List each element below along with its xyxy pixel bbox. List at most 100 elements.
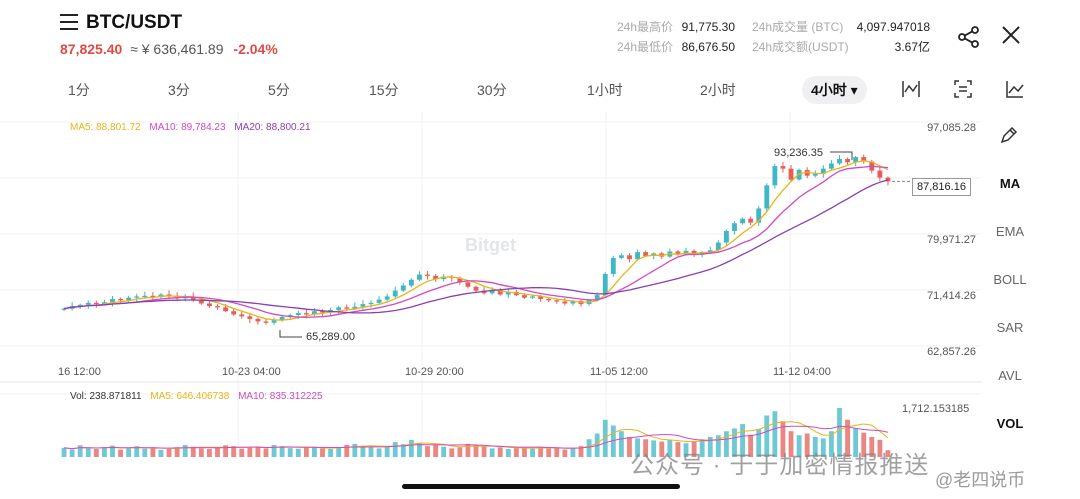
candle-body bbox=[489, 290, 495, 294]
price-change: -2.04% bbox=[233, 41, 278, 57]
low-value: 86,676.50 bbox=[681, 40, 735, 54]
indicator-chart-icon[interactable] bbox=[1004, 78, 1026, 100]
candle-body bbox=[303, 313, 309, 315]
volume-bar bbox=[166, 448, 172, 457]
volume-bar bbox=[707, 436, 713, 457]
candle-body bbox=[320, 311, 325, 313]
candlestick-chart[interactable] bbox=[0, 112, 982, 462]
candle-body bbox=[433, 275, 439, 280]
indicator-avl[interactable]: AVL bbox=[998, 368, 1022, 383]
volume-bar bbox=[578, 446, 584, 457]
volume-bar bbox=[255, 446, 261, 457]
candle-body bbox=[538, 296, 544, 299]
volume-bar bbox=[93, 448, 99, 457]
volume-bar bbox=[303, 447, 309, 457]
drawing-tool-icon[interactable] bbox=[998, 124, 1020, 146]
candle-body bbox=[376, 299, 382, 303]
candle-body bbox=[198, 299, 204, 304]
volume-bar bbox=[352, 443, 358, 457]
x-label-5: 11-12 04:00 bbox=[773, 366, 831, 378]
volume-bar bbox=[772, 411, 778, 457]
line-chart-toggle-icon[interactable] bbox=[900, 78, 922, 100]
volume-bar bbox=[231, 446, 237, 457]
tab-1m[interactable]: 1分 bbox=[68, 82, 90, 98]
candle-body bbox=[505, 291, 511, 295]
volume-bar bbox=[295, 448, 301, 457]
share-icon[interactable] bbox=[956, 24, 982, 50]
volume-bar bbox=[207, 448, 212, 457]
menu-icon[interactable] bbox=[60, 14, 78, 32]
volume-bar bbox=[675, 442, 681, 457]
volume-bar bbox=[691, 440, 697, 457]
pair-title[interactable]: BTC/USDT bbox=[86, 12, 183, 33]
tab-4h[interactable]: 4小时 ▾ bbox=[802, 76, 867, 104]
indicator-ma[interactable]: MA bbox=[999, 176, 1021, 191]
volume-bar bbox=[667, 439, 673, 457]
volume-bar bbox=[102, 446, 107, 457]
candle-body bbox=[594, 295, 600, 301]
tab-15m[interactable]: 15分 bbox=[369, 82, 399, 98]
candle-body bbox=[465, 282, 471, 287]
high-annotation: 93,236.35 bbox=[774, 147, 823, 159]
fullscreen-icon[interactable] bbox=[952, 78, 974, 100]
candle-body bbox=[812, 173, 818, 176]
candle-body bbox=[691, 250, 697, 255]
tab-2h[interactable]: 2小时 bbox=[700, 82, 736, 98]
ma5-legend: MA5: 88,801.72 bbox=[70, 122, 141, 133]
volume-bar bbox=[780, 421, 786, 457]
candle-body bbox=[618, 255, 624, 258]
candle-body bbox=[344, 307, 350, 309]
volume-bar bbox=[522, 447, 527, 457]
candle-body bbox=[207, 303, 212, 307]
candle-body bbox=[643, 252, 649, 256]
indicator-ema[interactable]: EMA bbox=[995, 224, 1025, 239]
candle-body bbox=[780, 166, 786, 169]
volume-bar bbox=[643, 439, 649, 457]
candle-body bbox=[352, 306, 358, 309]
candle-body bbox=[748, 218, 754, 223]
candle-body bbox=[820, 168, 826, 174]
volume-bar bbox=[433, 444, 439, 457]
volume-bar bbox=[344, 444, 350, 457]
candle-body bbox=[166, 294, 172, 296]
candle-body bbox=[885, 177, 891, 182]
candle-body bbox=[627, 255, 632, 260]
volume-bar bbox=[287, 448, 293, 457]
volume-bar bbox=[384, 446, 390, 457]
last-price: 87,825.40 bbox=[60, 41, 123, 57]
tab-5m[interactable]: 5分 bbox=[268, 82, 290, 98]
volume-bar bbox=[457, 447, 463, 457]
candle-body bbox=[255, 318, 261, 322]
candle-body bbox=[837, 159, 842, 164]
volume-bar bbox=[425, 446, 430, 457]
indicator-vol[interactable]: VOL bbox=[996, 416, 1024, 431]
candle-body bbox=[279, 316, 285, 321]
candle-body bbox=[828, 163, 834, 169]
volume-bar bbox=[198, 448, 204, 457]
candle-body bbox=[134, 296, 140, 298]
candle-body bbox=[554, 300, 560, 302]
vol-value: Vol: 238.871811 bbox=[70, 391, 142, 402]
vol-ma10: MA10: 835.312225 bbox=[238, 391, 323, 402]
high-value: 91,775.30 bbox=[681, 20, 735, 34]
candle-body bbox=[457, 277, 463, 283]
volume-bar bbox=[497, 447, 503, 457]
tab-1h[interactable]: 1小时 bbox=[587, 82, 623, 98]
indicator-boll[interactable]: BOLL bbox=[993, 272, 1027, 287]
indicator-sar[interactable]: SAR bbox=[996, 320, 1024, 335]
high-label: 24h最高价 bbox=[617, 20, 674, 34]
volume-bar bbox=[869, 436, 875, 457]
tab-3m[interactable]: 3分 bbox=[168, 82, 190, 98]
home-indicator[interactable] bbox=[402, 484, 680, 489]
tab-30m[interactable]: 30分 bbox=[477, 82, 507, 98]
candle-body bbox=[110, 299, 115, 303]
candle-body bbox=[77, 304, 83, 307]
candle-body bbox=[247, 316, 253, 319]
candle-body bbox=[263, 321, 269, 323]
candle-body bbox=[497, 290, 503, 295]
candle-body bbox=[530, 296, 535, 298]
volume-bar bbox=[562, 449, 568, 457]
candle-body bbox=[699, 252, 705, 255]
vol-usdt-value: 3.67亿 bbox=[894, 40, 930, 54]
close-icon[interactable] bbox=[1000, 24, 1022, 46]
